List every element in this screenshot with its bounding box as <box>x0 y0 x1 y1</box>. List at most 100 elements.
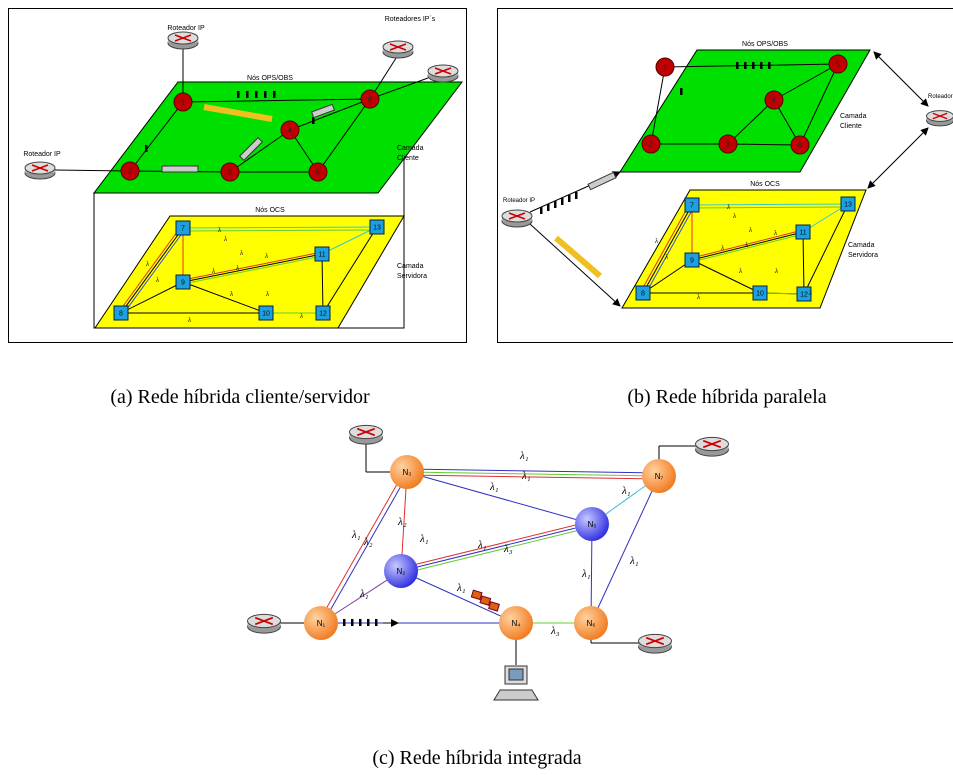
label: λ <box>217 226 221 234</box>
label: λ <box>738 267 742 275</box>
packet <box>547 204 550 211</box>
label: Cliente <box>397 155 419 162</box>
ocs-node <box>840 196 856 212</box>
label: 2 <box>128 169 132 176</box>
ocs-node <box>795 224 811 240</box>
ops-node <box>828 54 848 74</box>
label: λ <box>774 267 778 275</box>
packet <box>246 91 249 98</box>
ocs-node <box>684 252 700 268</box>
link <box>727 143 801 146</box>
packet <box>343 619 346 626</box>
packet <box>760 62 763 69</box>
label: 10 <box>756 291 764 298</box>
label: λ₁ <box>359 588 369 600</box>
label: λ₁ <box>489 481 499 493</box>
link <box>529 223 621 307</box>
label: λ <box>187 316 191 324</box>
label: λ <box>808 289 812 297</box>
router-arrows <box>174 34 192 42</box>
ocs-node <box>258 305 274 321</box>
label: 13 <box>844 202 852 209</box>
ocs-node <box>684 197 700 213</box>
label: Camada <box>397 263 424 270</box>
node <box>384 554 418 588</box>
ocs-node <box>175 220 191 236</box>
label: λ <box>229 290 233 298</box>
link <box>182 98 371 103</box>
packet <box>540 207 543 214</box>
label: λ <box>211 267 215 275</box>
label: λ <box>155 276 159 284</box>
ocs-node <box>635 285 651 301</box>
burst <box>470 589 483 601</box>
node <box>390 455 424 489</box>
panel-b-border <box>497 8 953 343</box>
router-arrows <box>254 616 274 626</box>
link <box>117 227 181 314</box>
link <box>873 51 929 107</box>
label: Servidora <box>397 273 427 280</box>
router-arrows <box>356 427 376 437</box>
label: 8 <box>641 291 645 298</box>
link <box>691 229 804 259</box>
label: λ <box>654 237 658 245</box>
ops-node <box>308 162 328 182</box>
link <box>642 204 693 294</box>
router-arrows <box>434 67 452 75</box>
link <box>639 204 690 294</box>
label: λ <box>744 241 748 249</box>
label: λ₁ <box>456 582 466 594</box>
router-arrows <box>645 636 665 646</box>
link <box>317 98 371 173</box>
link <box>400 523 593 572</box>
label: λ <box>223 235 227 243</box>
ocs-node <box>752 285 768 301</box>
router-arrows <box>31 164 49 172</box>
label: λ <box>720 244 724 252</box>
computer <box>508 668 524 681</box>
link <box>182 255 323 285</box>
label: λ <box>748 226 752 234</box>
router-arrows <box>932 112 948 120</box>
router-arrows <box>389 43 407 51</box>
router-arrows <box>508 212 526 220</box>
link <box>182 253 323 283</box>
label: Roteador IP <box>167 25 205 32</box>
client-plane <box>92 81 464 194</box>
link <box>289 98 371 131</box>
label: N₁ <box>317 619 326 628</box>
label: λ₁ <box>621 485 631 497</box>
burst <box>161 165 199 173</box>
link <box>691 233 804 263</box>
label: Camada <box>840 113 867 120</box>
label: λ <box>145 260 149 268</box>
ops-node <box>173 92 193 112</box>
burst <box>554 235 602 279</box>
link <box>799 63 839 146</box>
link <box>400 520 593 569</box>
packet <box>237 91 240 98</box>
packet <box>145 145 148 152</box>
link <box>590 475 660 624</box>
label: Camada <box>848 242 875 249</box>
link <box>642 259 693 294</box>
link <box>691 203 849 206</box>
link <box>182 281 267 314</box>
label: λ₁ <box>351 529 361 541</box>
packet <box>264 91 267 98</box>
server-plane <box>94 215 405 329</box>
packet <box>359 619 362 626</box>
label: λ₂ <box>363 536 373 548</box>
burst <box>488 601 500 612</box>
label: λ <box>726 203 730 211</box>
link <box>54 169 131 172</box>
label: Roteadores IP´s <box>385 16 436 23</box>
ocs-node <box>369 219 385 235</box>
label: Roteador IP <box>503 198 535 204</box>
link <box>400 526 593 575</box>
label: 3 <box>726 142 730 149</box>
ops-node <box>764 90 784 110</box>
